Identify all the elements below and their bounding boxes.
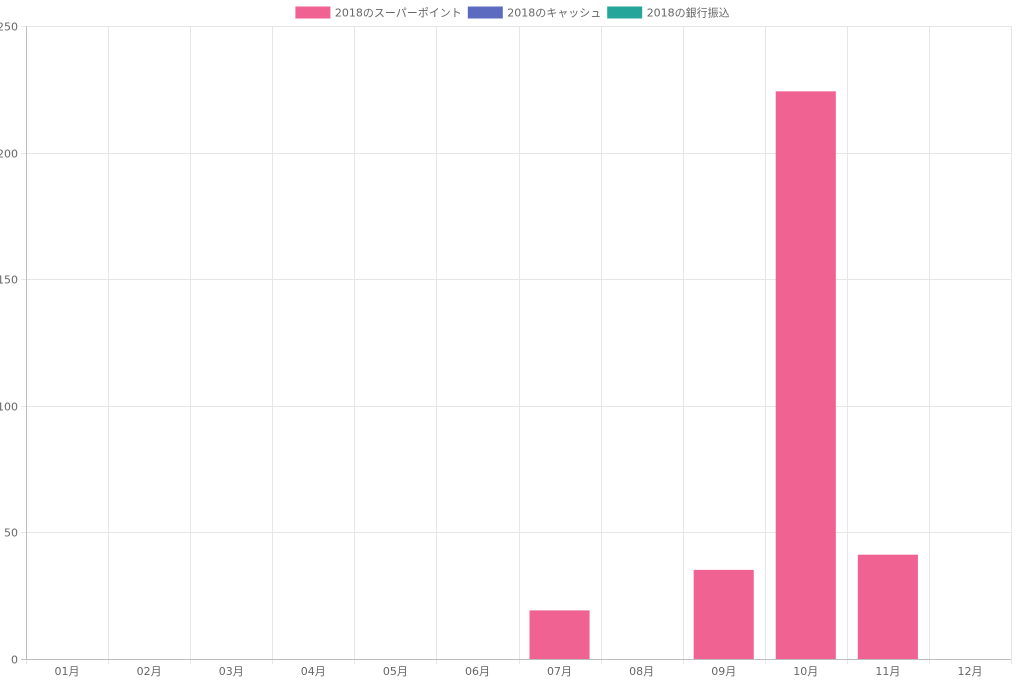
bar-super-point-09月[interactable] xyxy=(693,569,754,660)
x-tick-label: 09月 xyxy=(711,665,736,678)
legend-swatch xyxy=(295,6,331,19)
legend-item[interactable]: 2018のキャッシュ xyxy=(467,6,601,20)
bars xyxy=(529,91,918,660)
x-tick-label: 07月 xyxy=(547,665,572,678)
x-tick-label: 03月 xyxy=(219,665,244,678)
x-tick-label: 06月 xyxy=(465,665,490,678)
y-tick-labels: 0 50 100 150 200 250 xyxy=(0,21,18,667)
grid-lines xyxy=(21,26,1012,664)
legend[interactable]: 2018のスーパーポイント 2018のキャッシュ 2018の銀行振込 xyxy=(295,6,730,20)
y-tick-label: 200 xyxy=(0,148,18,161)
y-tick-label: 150 xyxy=(0,274,18,287)
legend-item[interactable]: 2018のスーパーポイント xyxy=(295,6,462,20)
y-tick-label: 50 xyxy=(4,527,18,540)
x-tick-label: 05月 xyxy=(383,665,408,678)
legend-item[interactable]: 2018の銀行振込 xyxy=(607,6,730,20)
bar-super-point-11月[interactable] xyxy=(857,554,918,660)
x-tick-label: 10月 xyxy=(793,665,818,678)
y-tick-label: 100 xyxy=(0,401,18,414)
legend-label: 2018のキャッシュ xyxy=(507,7,601,20)
x-tick-label: 12月 xyxy=(957,665,982,678)
x-tick-label: 11月 xyxy=(875,665,900,678)
x-tick-label: 01月 xyxy=(55,665,80,678)
y-tick-label: 0 xyxy=(11,654,18,667)
x-tick-labels: 01月 02月 03月 04月 05月 06月 07月 08月 09月 10月 11月 12月 xyxy=(55,665,983,678)
legend-label: 2018の銀行振込 xyxy=(647,6,730,20)
legend-label: 2018のスーパーポイント xyxy=(335,7,462,20)
x-tick-label: 02月 xyxy=(137,665,162,678)
bar-super-point-10月[interactable] xyxy=(775,91,836,660)
legend-swatch xyxy=(467,6,503,19)
y-tick-label: 250 xyxy=(0,21,18,34)
axes xyxy=(21,26,1011,660)
x-tick-label: 04月 xyxy=(301,665,326,678)
legend-swatch xyxy=(607,6,643,19)
bar-super-point-07月[interactable] xyxy=(529,610,590,660)
x-tick-label: 08月 xyxy=(629,665,654,678)
